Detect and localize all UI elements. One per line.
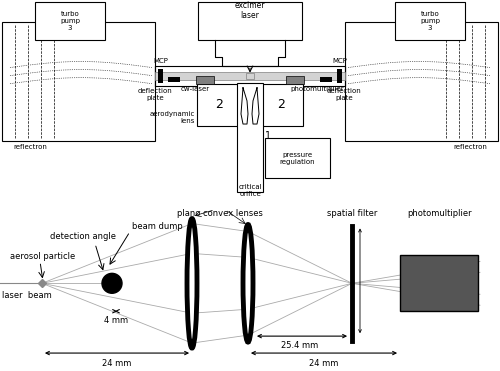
Text: critical
orifice: critical orifice: [238, 184, 262, 197]
Text: 2: 2: [277, 98, 285, 111]
Bar: [395, 2, 465, 40]
Text: reflectron: reflectron: [453, 144, 487, 150]
Bar: [258, 84, 303, 126]
Bar: [320, 77, 332, 82]
Bar: [400, 255, 478, 311]
Bar: [286, 76, 304, 84]
Bar: [168, 77, 180, 82]
Text: spatial filter: spatial filter: [327, 209, 377, 217]
Text: excimer
laser: excimer laser: [235, 1, 265, 20]
Bar: [198, 2, 302, 40]
Text: cw-laser: cw-laser: [181, 86, 210, 92]
Text: beam dump: beam dump: [132, 221, 183, 230]
Text: pressure
regulation: pressure regulation: [279, 152, 315, 165]
Text: aerodynamic
lens: aerodynamic lens: [150, 111, 195, 125]
Bar: [337, 69, 342, 83]
Bar: [265, 138, 330, 178]
Bar: [345, 22, 498, 141]
Text: MCP: MCP: [154, 58, 168, 63]
Text: reflectron: reflectron: [13, 144, 47, 150]
Bar: [196, 76, 214, 84]
Bar: [155, 66, 345, 86]
Text: 1: 1: [265, 131, 271, 141]
Text: photomultiplier: photomultiplier: [290, 86, 344, 92]
Text: 2: 2: [215, 98, 223, 111]
Bar: [155, 72, 345, 80]
Text: 25.4 mm: 25.4 mm: [282, 341, 319, 350]
Text: deflection
plate: deflection plate: [326, 88, 362, 101]
Text: photomultiplier: photomultiplier: [408, 209, 472, 217]
Text: 24 mm: 24 mm: [102, 359, 132, 368]
Text: turbo
pump
3: turbo pump 3: [420, 11, 440, 31]
Text: 4 mm: 4 mm: [104, 316, 128, 325]
Ellipse shape: [243, 224, 253, 342]
Bar: [237, 83, 263, 191]
Text: plano convex lenses: plano convex lenses: [177, 209, 263, 217]
Circle shape: [102, 273, 122, 293]
Text: MCP: MCP: [332, 58, 347, 63]
Text: detection angle: detection angle: [50, 233, 116, 242]
Bar: [2, 22, 155, 141]
Bar: [246, 73, 254, 79]
Text: laser  beam: laser beam: [2, 291, 52, 300]
Ellipse shape: [187, 219, 197, 348]
Text: 24 mm: 24 mm: [310, 359, 338, 368]
Bar: [197, 84, 242, 126]
Text: turbo
pump
3: turbo pump 3: [60, 11, 80, 31]
Text: deflection
plate: deflection plate: [138, 88, 172, 101]
Text: aerosol particle: aerosol particle: [10, 252, 75, 262]
Bar: [35, 2, 105, 40]
Bar: [158, 69, 163, 83]
